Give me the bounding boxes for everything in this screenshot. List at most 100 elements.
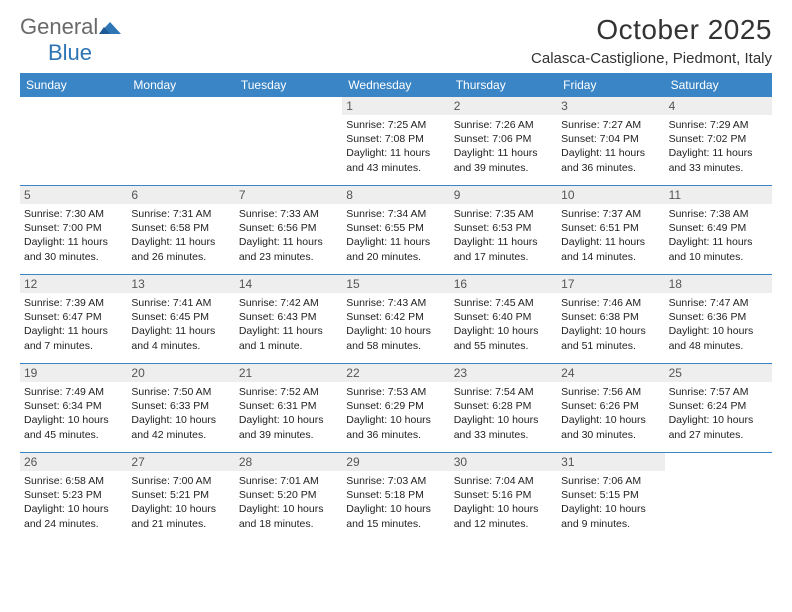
sunrise-text: Sunrise: 7:33 AM xyxy=(239,207,338,221)
sunset-text: Sunset: 5:20 PM xyxy=(239,488,338,502)
sunset-text: Sunset: 6:26 PM xyxy=(561,399,660,413)
sunset-text: Sunset: 7:08 PM xyxy=(346,132,445,146)
sunset-text: Sunset: 6:24 PM xyxy=(669,399,768,413)
day-cell: 22 Sunrise: 7:53 AMSunset: 6:29 PMDayligh… xyxy=(342,364,449,452)
sunset-text: Sunset: 6:31 PM xyxy=(239,399,338,413)
daylight-text: Daylight: 11 hours and 33 minutes. xyxy=(669,146,768,174)
daylight-text: Daylight: 11 hours and 20 minutes. xyxy=(346,235,445,263)
day-number: 10 xyxy=(557,186,664,204)
day-number: 14 xyxy=(235,275,342,293)
day-cell: 19Sunrise: 7:49 AMSunset: 6:34 PMDayligh… xyxy=(20,364,127,452)
sunset-text: Sunset: 7:02 PM xyxy=(669,132,768,146)
location: Calasca-Castiglione, Piedmont, Italy xyxy=(531,50,772,67)
day-cell: 26Sunrise: 6:58 AMSunset: 5:23 PMDayligh… xyxy=(20,453,127,541)
daylight-text: Daylight: 10 hours and 45 minutes. xyxy=(24,413,123,441)
week-row: 1Sunrise: 7:25 AMSunset: 7:08 PMDaylight… xyxy=(20,97,772,185)
sunset-text: Sunset: 7:04 PM xyxy=(561,132,660,146)
sunrise-text: Sunrise: 7:01 AM xyxy=(239,474,338,488)
sunrise-text: Sunrise: 7:49 AM xyxy=(24,385,123,399)
day-number: 31 xyxy=(557,453,664,471)
sunrise-text: Sunrise: 7:06 AM xyxy=(561,474,660,488)
sunset-text: Sunset: 6:29 PM xyxy=(346,399,445,413)
day-cell: 4Sunrise: 7:29 AMSunset: 7:02 PMDaylight… xyxy=(665,97,772,185)
sunset-text: Sunset: 7:06 PM xyxy=(454,132,553,146)
sunset-text: Sunset: 5:16 PM xyxy=(454,488,553,502)
day-number: 30 xyxy=(450,453,557,471)
sunset-text: Sunset: 6:51 PM xyxy=(561,221,660,235)
sunset-text: Sunset: 6:43 PM xyxy=(239,310,338,324)
day-cell: 30Sunrise: 7:04 AMSunset: 5:16 PMDayligh… xyxy=(450,453,557,541)
calendar: SundayMondayTuesdayWednesdayThursdayFrid… xyxy=(20,73,772,541)
day-cell: 28Sunrise: 7:01 AMSunset: 5:20 PMDayligh… xyxy=(235,453,342,541)
sunset-text: Sunset: 6:47 PM xyxy=(24,310,123,324)
day-number: 4 xyxy=(665,97,772,115)
sunrise-text: Sunrise: 7:31 AM xyxy=(131,207,230,221)
week-row: 19Sunrise: 7:49 AMSunset: 6:34 PMDayligh… xyxy=(20,363,772,452)
day-number: 20 xyxy=(127,364,234,382)
day-cell xyxy=(20,97,127,185)
sunrise-text: Sunrise: 7:41 AM xyxy=(131,296,230,310)
day-number: 24 xyxy=(557,364,664,382)
day-cell: 15Sunrise: 7:43 AMSunset: 6:42 PMDayligh… xyxy=(342,275,449,363)
sunrise-text: Sunrise: 7:50 AM xyxy=(131,385,230,399)
day-number: 3 xyxy=(557,97,664,115)
day-cell xyxy=(127,97,234,185)
sunset-text: Sunset: 6:28 PM xyxy=(454,399,553,413)
daylight-text: Daylight: 10 hours and 15 minutes. xyxy=(346,502,445,530)
sunset-text: Sunset: 5:23 PM xyxy=(24,488,123,502)
day-cell: 29Sunrise: 7:03 AMSunset: 5:18 PMDayligh… xyxy=(342,453,449,541)
day-header-cell: Wednesday xyxy=(342,73,449,97)
sunrise-text: Sunrise: 7:53 AM xyxy=(346,385,445,399)
day-cell: 12Sunrise: 7:39 AMSunset: 6:47 PMDayligh… xyxy=(20,275,127,363)
logo-blue: Blue xyxy=(48,40,92,65)
day-number: 16 xyxy=(450,275,557,293)
day-number: 29 xyxy=(342,453,449,471)
day-cell: 27Sunrise: 7:00 AMSunset: 5:21 PMDayligh… xyxy=(127,453,234,541)
day-cell xyxy=(665,453,772,541)
sunrise-text: Sunrise: 7:45 AM xyxy=(454,296,553,310)
logo: General Blue xyxy=(20,14,121,66)
sunrise-text: Sunrise: 7:34 AM xyxy=(346,207,445,221)
weeks-container: 1Sunrise: 7:25 AMSunset: 7:08 PMDaylight… xyxy=(20,97,772,541)
logo-arrow-icon xyxy=(99,20,121,34)
day-number: 26 xyxy=(20,453,127,471)
week-row: 26Sunrise: 6:58 AMSunset: 5:23 PMDayligh… xyxy=(20,452,772,541)
sunset-text: Sunset: 6:34 PM xyxy=(24,399,123,413)
day-cell: 23Sunrise: 7:54 AMSunset: 6:28 PMDayligh… xyxy=(450,364,557,452)
daylight-text: Daylight: 11 hours and 4 minutes. xyxy=(131,324,230,352)
daylight-text: Daylight: 10 hours and 36 minutes. xyxy=(346,413,445,441)
sunrise-text: Sunrise: 7:00 AM xyxy=(131,474,230,488)
daylight-text: Daylight: 11 hours and 14 minutes. xyxy=(561,235,660,263)
sunrise-text: Sunrise: 7:37 AM xyxy=(561,207,660,221)
day-cell: 18Sunrise: 7:47 AMSunset: 6:36 PMDayligh… xyxy=(665,275,772,363)
title-block: October 2025 Calasca-Castiglione, Piedmo… xyxy=(531,14,772,67)
day-number: 22 xyxy=(342,364,449,382)
day-cell xyxy=(235,97,342,185)
day-cell: 24 Sunrise: 7:56 AMSunset: 6:26 PMDayligh… xyxy=(557,364,664,452)
day-number: 11 xyxy=(665,186,772,204)
logo-general: General xyxy=(20,14,98,39)
daylight-text: Daylight: 10 hours and 30 minutes. xyxy=(561,413,660,441)
daylight-text: Daylight: 10 hours and 24 minutes. xyxy=(24,502,123,530)
daylight-text: Daylight: 11 hours and 23 minutes. xyxy=(239,235,338,263)
day-header-cell: Sunday xyxy=(20,73,127,97)
sunrise-text: Sunrise: 7:46 AM xyxy=(561,296,660,310)
daylight-text: Daylight: 10 hours and 55 minutes. xyxy=(454,324,553,352)
sunrise-text: Sunrise: 7:03 AM xyxy=(346,474,445,488)
sunset-text: Sunset: 6:36 PM xyxy=(669,310,768,324)
sunset-text: Sunset: 6:58 PM xyxy=(131,221,230,235)
sunset-text: Sunset: 6:55 PM xyxy=(346,221,445,235)
sunrise-text: Sunrise: 7:56 AM xyxy=(561,385,660,399)
week-row: 5Sunrise: 7:30 AMSunset: 7:00 PMDaylight… xyxy=(20,185,772,274)
sunset-text: Sunset: 6:40 PM xyxy=(454,310,553,324)
daylight-text: Daylight: 10 hours and 18 minutes. xyxy=(239,502,338,530)
day-number: 6 xyxy=(127,186,234,204)
day-number: 2 xyxy=(450,97,557,115)
day-number: 12 xyxy=(20,275,127,293)
day-number: 21 xyxy=(235,364,342,382)
header: General Blue October 2025 Calasca-Castig… xyxy=(20,14,772,67)
day-header-cell: Tuesday xyxy=(235,73,342,97)
day-number: 27 xyxy=(127,453,234,471)
daylight-text: Daylight: 11 hours and 7 minutes. xyxy=(24,324,123,352)
logo-text: General Blue xyxy=(20,14,121,66)
